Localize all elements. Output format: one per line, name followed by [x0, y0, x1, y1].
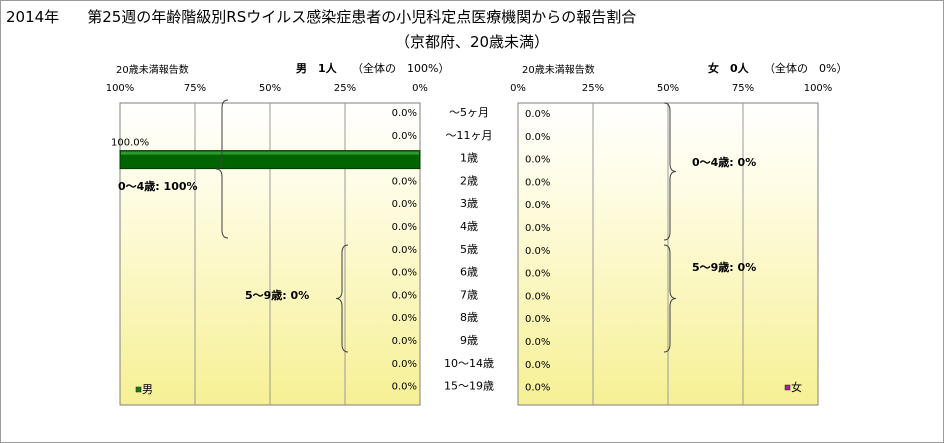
female-value-label: 0.0% [525, 200, 550, 211]
female-value-label: 0.0% [525, 223, 550, 234]
age-label: 1歳 [460, 152, 478, 165]
age-label: 8歳 [460, 311, 478, 324]
age-label: 15～19歳 [444, 380, 494, 393]
female-value-label: 0.0% [525, 109, 550, 120]
left-brace-0-4 [215, 99, 229, 239]
right-tick-label: 100% [804, 83, 833, 94]
age-label: 6歳 [460, 266, 478, 279]
right-count-label: 0人 [730, 62, 749, 75]
left-tick-label: 50% [259, 83, 281, 94]
left-tick-label: 25% [334, 83, 356, 94]
female-value-label: 0.0% [525, 360, 550, 371]
male-bar [119, 150, 421, 170]
right-tick-label: 25% [582, 83, 604, 94]
female-value-label: 0.0% [525, 383, 550, 394]
male-value-label: 0.0% [392, 245, 417, 256]
left-tick-label: 75% [184, 83, 206, 94]
male-value-label: 0.0% [392, 176, 417, 187]
left-tick-label: 0% [412, 83, 428, 94]
age-label: ～5ヶ月 [449, 106, 489, 119]
male-value-label: 0.0% [392, 382, 417, 393]
male-bar-highlight [121, 151, 419, 155]
right-brace-5-9 [663, 244, 677, 353]
age-label: 4歳 [460, 220, 478, 233]
left-group-label-0-4: 0～4歳: 100% [118, 179, 198, 193]
female-value-label: 0.0% [525, 132, 550, 143]
male-value-label: 0.0% [392, 313, 417, 324]
right-group-label-5-9: 5～9歳: 0% [692, 260, 756, 274]
left-axis-title: 20歳未満報告数 [116, 65, 189, 76]
male-value-label: 0.0% [392, 131, 417, 142]
right-tick-label: 50% [657, 83, 679, 94]
chart-subtitle: （京都府、20歳未満） [394, 33, 550, 51]
age-label: 5歳 [460, 243, 478, 256]
title-main: 第25週の年齢階級別RSウイルス感染症患者の小児科定点医療機関からの報告割合 [87, 8, 637, 26]
title-year: 2014年 [6, 8, 60, 26]
right-share-label: （全体の 0%） [764, 62, 848, 75]
age-label: 3歳 [460, 197, 478, 210]
left-count-label: 1人 [318, 62, 337, 75]
legend-swatch-male [135, 386, 142, 393]
chart-title: 2014年 第25週の年齢階級別RSウイルス感染症患者の小児科定点医療機関からの報… [6, 6, 636, 27]
right-group-label-0-4: 0～4歳: 0% [692, 155, 756, 169]
left-sex-label: 男 [296, 62, 307, 75]
male-value-label: 0.0% [392, 336, 417, 347]
right-tick-label: 75% [732, 83, 754, 94]
male-value-label: 0.0% [392, 222, 417, 233]
male-bar-value-label: 100.0% [111, 138, 149, 149]
right-axis-title: 20歳未満報告数 [522, 65, 595, 76]
legend-label-male: 男 [142, 383, 153, 396]
female-value-label: 0.0% [525, 155, 550, 166]
age-label: 7歳 [460, 288, 478, 301]
right-brace-0-4 [663, 102, 677, 241]
female-value-label: 0.0% [525, 177, 550, 188]
left-brace-5-9 [335, 244, 349, 353]
male-value-label: 0.0% [392, 108, 417, 119]
male-value-label: 0.0% [392, 359, 417, 370]
age-label: 10～14歳 [444, 357, 494, 370]
left-share-label: （全体の 100%） [352, 62, 450, 75]
right-sex-label: 女 [708, 62, 719, 75]
female-value-label: 0.0% [525, 246, 550, 257]
legend-label-female: 女 [791, 380, 802, 394]
age-label: 9歳 [460, 334, 478, 347]
female-value-label: 0.0% [525, 269, 550, 280]
right-tick-label: 0% [510, 83, 526, 94]
male-value-label: 0.0% [392, 199, 417, 210]
female-value-label: 0.0% [525, 314, 550, 325]
male-value-label: 0.0% [392, 290, 417, 301]
left-group-label-5-9: 5～9歳: 0% [245, 288, 309, 302]
female-value-label: 0.0% [525, 291, 550, 302]
female-value-label: 0.0% [525, 337, 550, 348]
age-label: ～11ヶ月 [446, 129, 493, 142]
legend-swatch-female [784, 384, 791, 391]
left-tick-label: 100% [106, 83, 135, 94]
male-value-label: 0.0% [392, 268, 417, 279]
age-label: 2歳 [460, 174, 478, 187]
